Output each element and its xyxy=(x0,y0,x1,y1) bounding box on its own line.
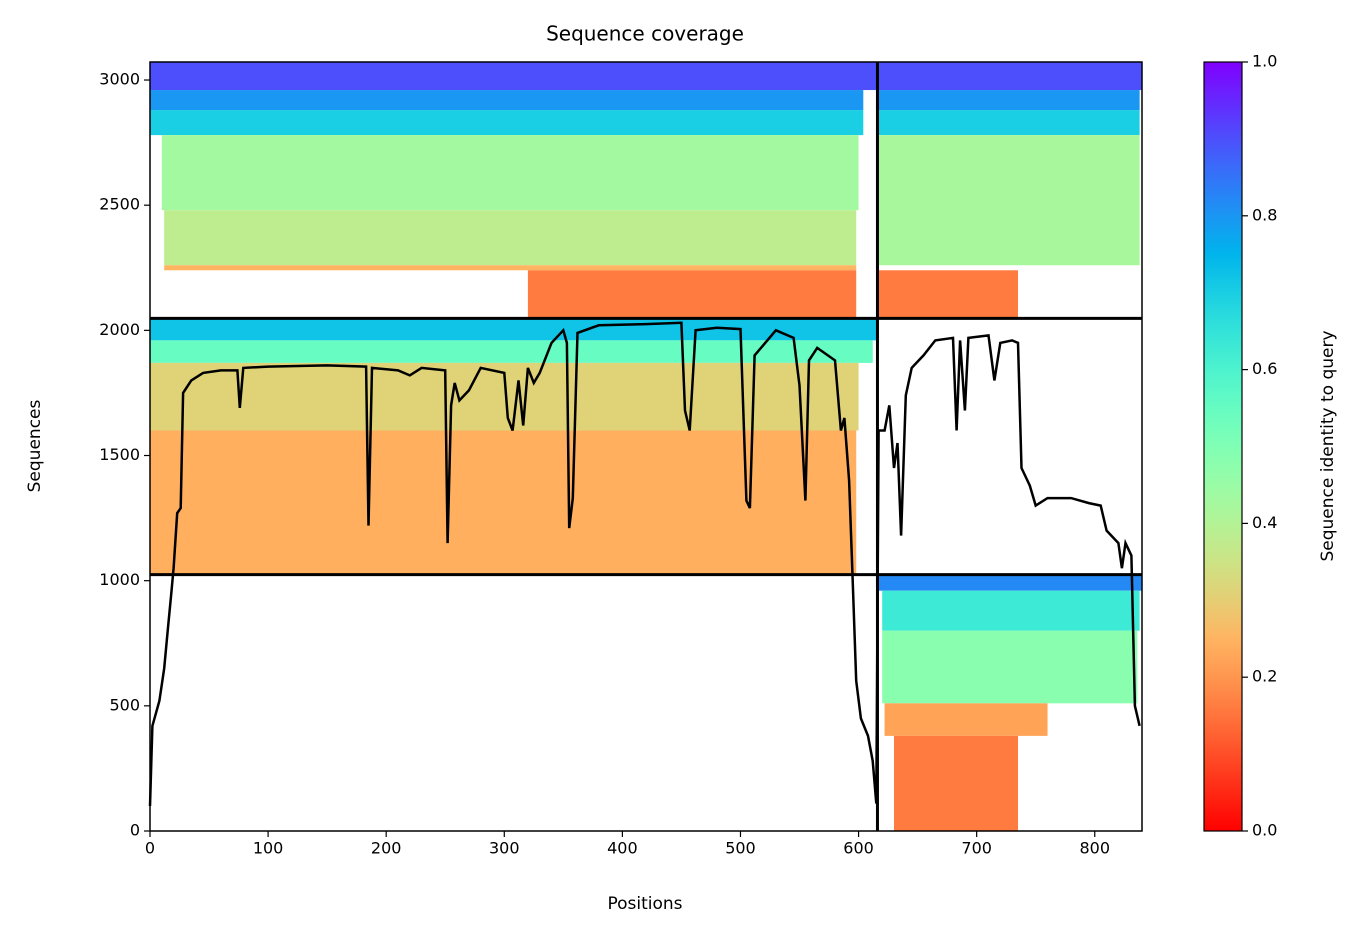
coverage-block xyxy=(877,62,1142,91)
y-tick-label: 3000 xyxy=(99,70,140,89)
coverage-block xyxy=(161,135,859,211)
coverage-line xyxy=(148,321,1141,807)
coverage-block xyxy=(877,574,1142,591)
y-axis-label: Sequences xyxy=(25,400,45,493)
coverage-block xyxy=(164,265,857,271)
y-tick-label: 0 xyxy=(130,821,140,840)
colorbar-tick-label: 0.0 xyxy=(1252,821,1277,840)
coverage-block xyxy=(150,90,864,111)
coverage-block xyxy=(150,62,878,91)
coverage-block xyxy=(527,270,857,319)
colorbar-tick-label: 0.4 xyxy=(1252,513,1277,532)
coverage-block xyxy=(882,630,1138,704)
x-axis-label: Positions xyxy=(607,894,682,914)
coverage-block xyxy=(150,430,857,575)
plot-frame xyxy=(149,61,1143,832)
coverage-block xyxy=(894,735,1018,831)
x-tick-label: 300 xyxy=(489,839,520,858)
coverage-block xyxy=(882,590,1140,631)
x-tick-label: 100 xyxy=(253,839,284,858)
x-tick-label: 800 xyxy=(1079,839,1110,858)
x-tick-label: 0 xyxy=(145,839,155,858)
colorbar-tick-label: 0.8 xyxy=(1252,205,1277,224)
coverage-block xyxy=(150,340,873,363)
x-tick-label: 400 xyxy=(607,839,638,858)
chart-title: Sequence coverage xyxy=(546,22,744,46)
x-tick-label: 200 xyxy=(371,839,402,858)
coverage-block xyxy=(877,270,1018,319)
x-tick-label: 600 xyxy=(843,839,874,858)
colorbar-label: Sequence identity to query xyxy=(1318,330,1338,561)
y-tick-label: 2000 xyxy=(99,320,140,339)
x-tick-label: 500 xyxy=(725,839,756,858)
y-tick-label: 2500 xyxy=(99,195,140,214)
colorbar-tick-label: 0.2 xyxy=(1252,667,1277,686)
colorbar-tick-label: 1.0 xyxy=(1252,52,1277,71)
coverage-block xyxy=(877,110,1140,136)
y-tick-label: 1500 xyxy=(99,445,140,464)
y-tick-label: 500 xyxy=(109,695,140,714)
x-tick-label: 700 xyxy=(961,839,992,858)
coverage-block xyxy=(877,135,1140,266)
colorbar xyxy=(1203,61,1243,832)
coverage-block xyxy=(150,318,878,341)
coverage-block xyxy=(884,703,1048,736)
coverage-block xyxy=(877,90,1140,111)
coverage-block xyxy=(164,210,857,266)
colorbar-tick-label: 0.6 xyxy=(1252,359,1277,378)
y-tick-label: 1000 xyxy=(99,570,140,589)
coverage-block xyxy=(150,110,864,136)
